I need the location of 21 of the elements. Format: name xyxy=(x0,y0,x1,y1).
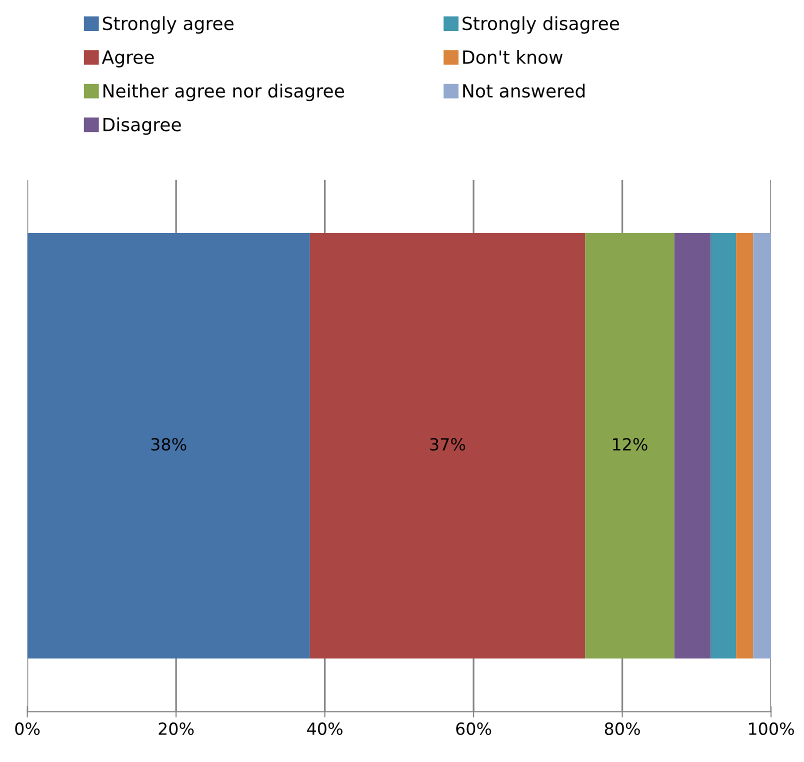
legend-label: Strongly agree xyxy=(102,16,234,34)
bar xyxy=(710,233,736,659)
data-label: 37% xyxy=(430,438,466,451)
data-label: 12% xyxy=(613,438,648,451)
x-tick-label: 20% xyxy=(158,722,194,736)
bar xyxy=(736,233,754,659)
bar xyxy=(753,233,772,659)
legend-label: Don't know xyxy=(463,50,563,64)
x-tick-label: 60% xyxy=(456,722,492,736)
x-tick-label: 40% xyxy=(307,722,342,736)
legend-label: Not answered xyxy=(463,84,585,98)
legend-label: Disagree xyxy=(104,117,181,135)
x-tick-label: 0% xyxy=(15,722,40,736)
legend-label: Strongly disagree xyxy=(462,16,620,34)
legend-label: Neither agree nor disagree xyxy=(104,84,344,102)
x-tick-label: 80% xyxy=(604,722,640,736)
bar xyxy=(585,233,674,659)
bar xyxy=(674,233,711,659)
x-tick-label: 100% xyxy=(749,722,794,736)
legend-label: Agree xyxy=(102,50,154,68)
data-label: 38% xyxy=(151,438,186,451)
